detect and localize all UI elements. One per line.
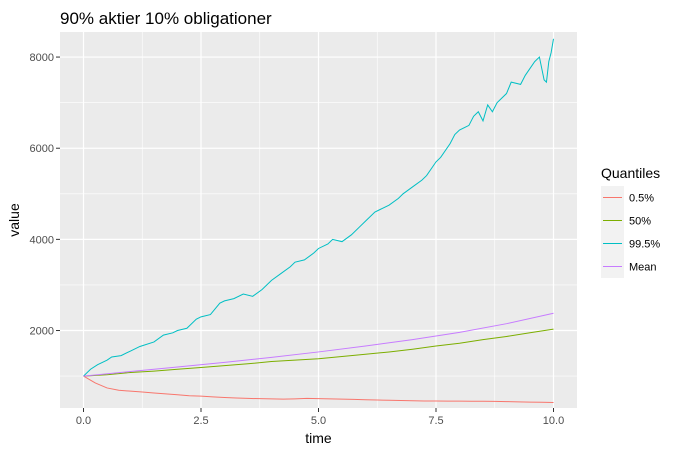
series-line-mean [83, 312, 554, 377]
y-tick-label: 6000 [30, 143, 54, 155]
x-tick-label: 7.5 [428, 415, 443, 427]
x-axis-ticks: 0.0 2.5 5.0 7.5 10.0 [76, 408, 564, 427]
y-axis-title: value [6, 203, 22, 237]
series-line-50 [83, 328, 554, 377]
series-lines [83, 38, 554, 404]
y-axis-ticks: 2000 4000 6000 8000 [30, 52, 60, 338]
series-line-05 [83, 375, 554, 404]
x-tick-label: 0.0 [76, 415, 91, 427]
legend: Quantiles 0.5% 50% 99.5% Mean [601, 165, 660, 278]
grid [60, 32, 577, 408]
y-tick-label: 4000 [30, 234, 54, 246]
series-line-995 [83, 38, 554, 377]
legend-label: Mean [629, 262, 657, 274]
x-tick-label: 5.0 [311, 415, 326, 427]
legend-label: 50% [629, 216, 651, 228]
chart-title: 90% aktier 10% obligationer [60, 9, 272, 28]
legend-title: Quantiles [601, 165, 660, 181]
x-tick-label: 10.0 [543, 415, 564, 427]
x-axis-title: time [305, 430, 332, 446]
y-tick-label: 8000 [30, 52, 54, 64]
y-tick-label: 2000 [30, 326, 54, 338]
legend-label: 0.5% [629, 193, 654, 205]
x-tick-label: 2.5 [193, 415, 208, 427]
legend-label: 99.5% [629, 239, 660, 251]
